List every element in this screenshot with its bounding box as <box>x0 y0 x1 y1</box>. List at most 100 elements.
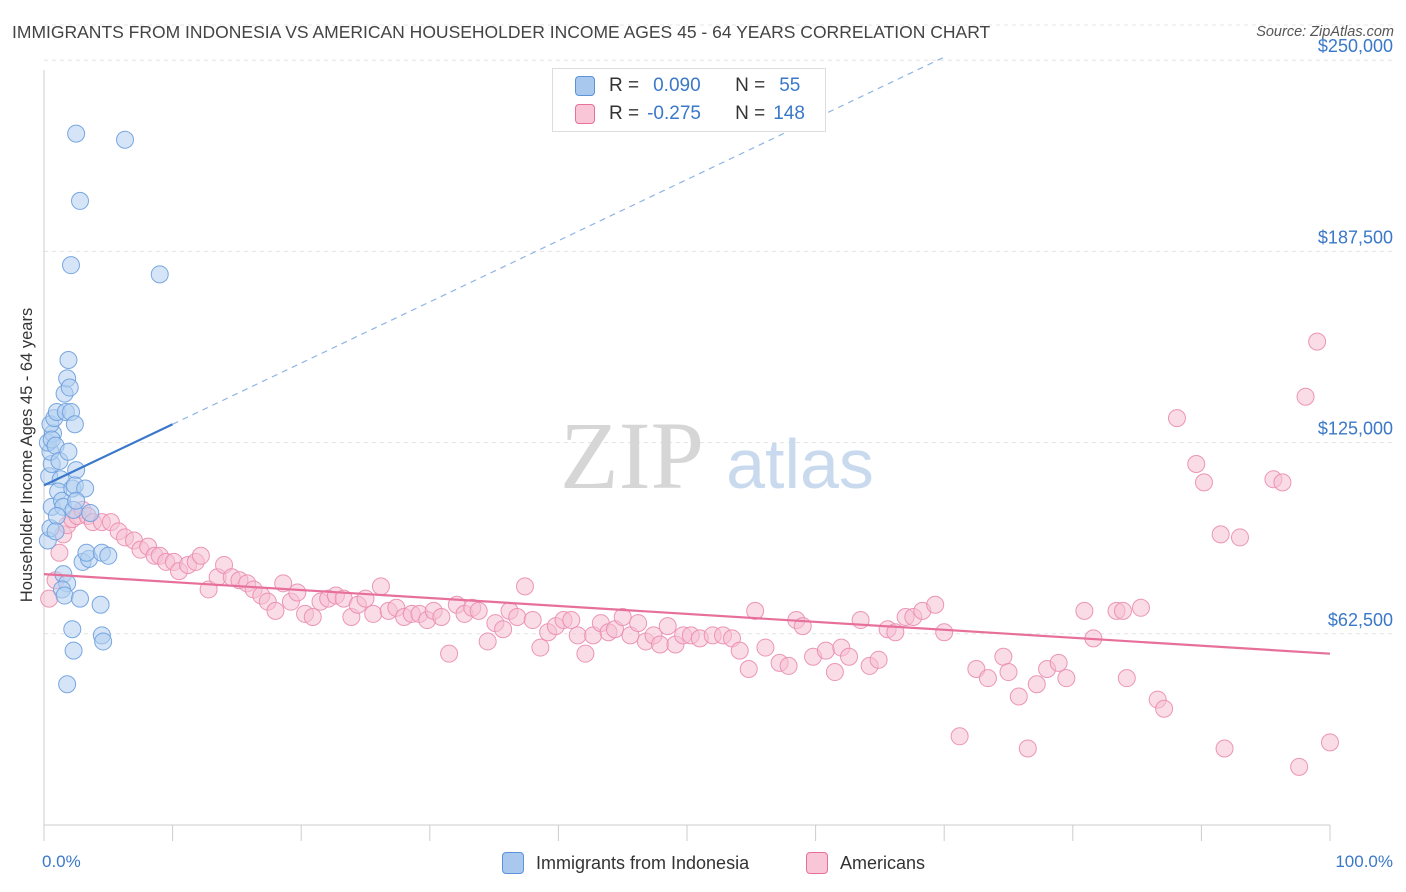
correlation-legend: R = 0.090 N = 55 R = -0.275 N = 148 <box>552 68 826 132</box>
indonesia-point <box>55 586 74 605</box>
indonesia-point <box>94 632 113 651</box>
americans-point <box>266 601 285 620</box>
americans-point <box>440 644 459 663</box>
indonesia-point <box>59 442 78 461</box>
legend-r-label: R = <box>609 103 640 124</box>
americans-point <box>562 611 581 630</box>
americans-point <box>1273 473 1292 492</box>
americans-point <box>1187 455 1206 474</box>
y-tick-label: $62,500 <box>1328 610 1393 630</box>
indonesia-points <box>38 124 169 694</box>
americans-point <box>478 632 497 651</box>
indonesia-point <box>59 351 78 370</box>
americans-point <box>756 638 775 657</box>
americans-point <box>531 638 550 657</box>
indonesia-point <box>46 522 65 541</box>
indonesia-point <box>65 415 84 434</box>
legend-item-americans: Americans <box>806 852 925 874</box>
americans-point <box>371 577 390 596</box>
americans-point <box>1296 387 1315 406</box>
trend-lines <box>43 56 1331 655</box>
americans-point <box>191 546 210 565</box>
americans-point <box>950 727 969 746</box>
x-axis-max-label: 100.0% <box>1335 852 1393 871</box>
americans-point <box>869 650 888 669</box>
americans-point <box>1167 409 1186 428</box>
americans-point <box>1117 669 1136 688</box>
legend-n-label: N = <box>735 75 766 96</box>
y-tick-label: $125,000 <box>1318 419 1393 439</box>
watermark: ZIP atlas <box>560 402 874 509</box>
legend-swatch-pink <box>806 852 828 874</box>
y-axis-label: Householder Income Ages 45 - 64 years <box>18 308 36 602</box>
americans-point <box>1075 601 1094 620</box>
legend-row-americans: R = -0.275 N = 148 <box>575 101 805 127</box>
indonesia-point <box>150 265 169 284</box>
legend-n-value: 55 <box>779 75 801 96</box>
indonesia-point <box>71 589 90 608</box>
legend-r-value: 0.090 <box>653 75 701 96</box>
source-label: Source: ZipAtlas.com <box>1256 24 1394 40</box>
indonesia-point <box>67 124 86 143</box>
americans-point <box>926 595 945 614</box>
legend-row-indonesia: R = 0.090 N = 55 <box>575 73 800 99</box>
americans-point <box>658 617 677 636</box>
y-tick-label: $250,000 <box>1318 36 1393 56</box>
americans-point <box>1321 733 1339 752</box>
americans-point <box>508 607 527 626</box>
indonesia-point <box>58 675 77 694</box>
watermark-atlas: atlas <box>726 425 874 503</box>
americans-point <box>1049 653 1068 672</box>
chart-title: IMMIGRANTS FROM INDONESIA VS AMERICAN HO… <box>12 22 991 42</box>
americans-point <box>1113 601 1132 620</box>
americans-point <box>840 647 859 666</box>
americans-trend-line <box>43 573 1331 655</box>
legend-label-indonesia: Immigrants from Indonesia <box>536 852 750 873</box>
americans-point <box>1230 528 1249 547</box>
americans-point <box>1194 473 1213 492</box>
americans-point <box>978 669 997 688</box>
americans-point <box>432 607 451 626</box>
indonesia-point <box>116 130 135 149</box>
indonesia-point <box>67 491 86 510</box>
watermark-zip: ZIP <box>560 402 704 509</box>
americans-point <box>730 641 749 660</box>
americans-point <box>739 659 758 678</box>
americans-point <box>50 543 69 562</box>
y-tick-label: $187,500 <box>1318 227 1393 247</box>
americans-point <box>576 644 595 663</box>
americans-point <box>494 620 513 639</box>
indonesia-point <box>76 479 95 498</box>
americans-point <box>1308 332 1327 351</box>
americans-point <box>629 614 648 633</box>
americans-point <box>288 583 307 602</box>
indonesia-point <box>71 191 90 210</box>
indonesia-point <box>62 256 81 275</box>
americans-point <box>364 604 383 623</box>
americans-point <box>650 635 669 654</box>
americans-point <box>1057 669 1076 688</box>
americans-point <box>1211 525 1230 544</box>
legend-item-indonesia: Immigrants from Indonesia <box>502 852 749 874</box>
americans-point <box>523 611 542 630</box>
legend-label-americans: Americans <box>840 852 926 873</box>
americans-point <box>935 623 954 642</box>
americans-point <box>1290 757 1309 776</box>
legend-swatch-blue <box>502 852 524 874</box>
indonesia-point <box>64 641 83 660</box>
legend-n-value: 148 <box>773 103 805 124</box>
y-tick-labels: $62,500 $125,000 $187,500 $250,000 <box>1318 36 1393 630</box>
legend-n-label: N = <box>735 103 766 124</box>
indonesia-point <box>47 507 66 526</box>
americans-point <box>1027 675 1046 694</box>
americans-point <box>1009 687 1028 706</box>
indonesia-point <box>63 620 82 639</box>
americans-point <box>1215 739 1234 758</box>
americans-point <box>1131 598 1150 617</box>
americans-point <box>994 647 1013 666</box>
americans-point <box>1018 739 1037 758</box>
americans-point <box>999 663 1018 682</box>
americans-point <box>613 607 632 626</box>
americans-point <box>274 574 293 593</box>
